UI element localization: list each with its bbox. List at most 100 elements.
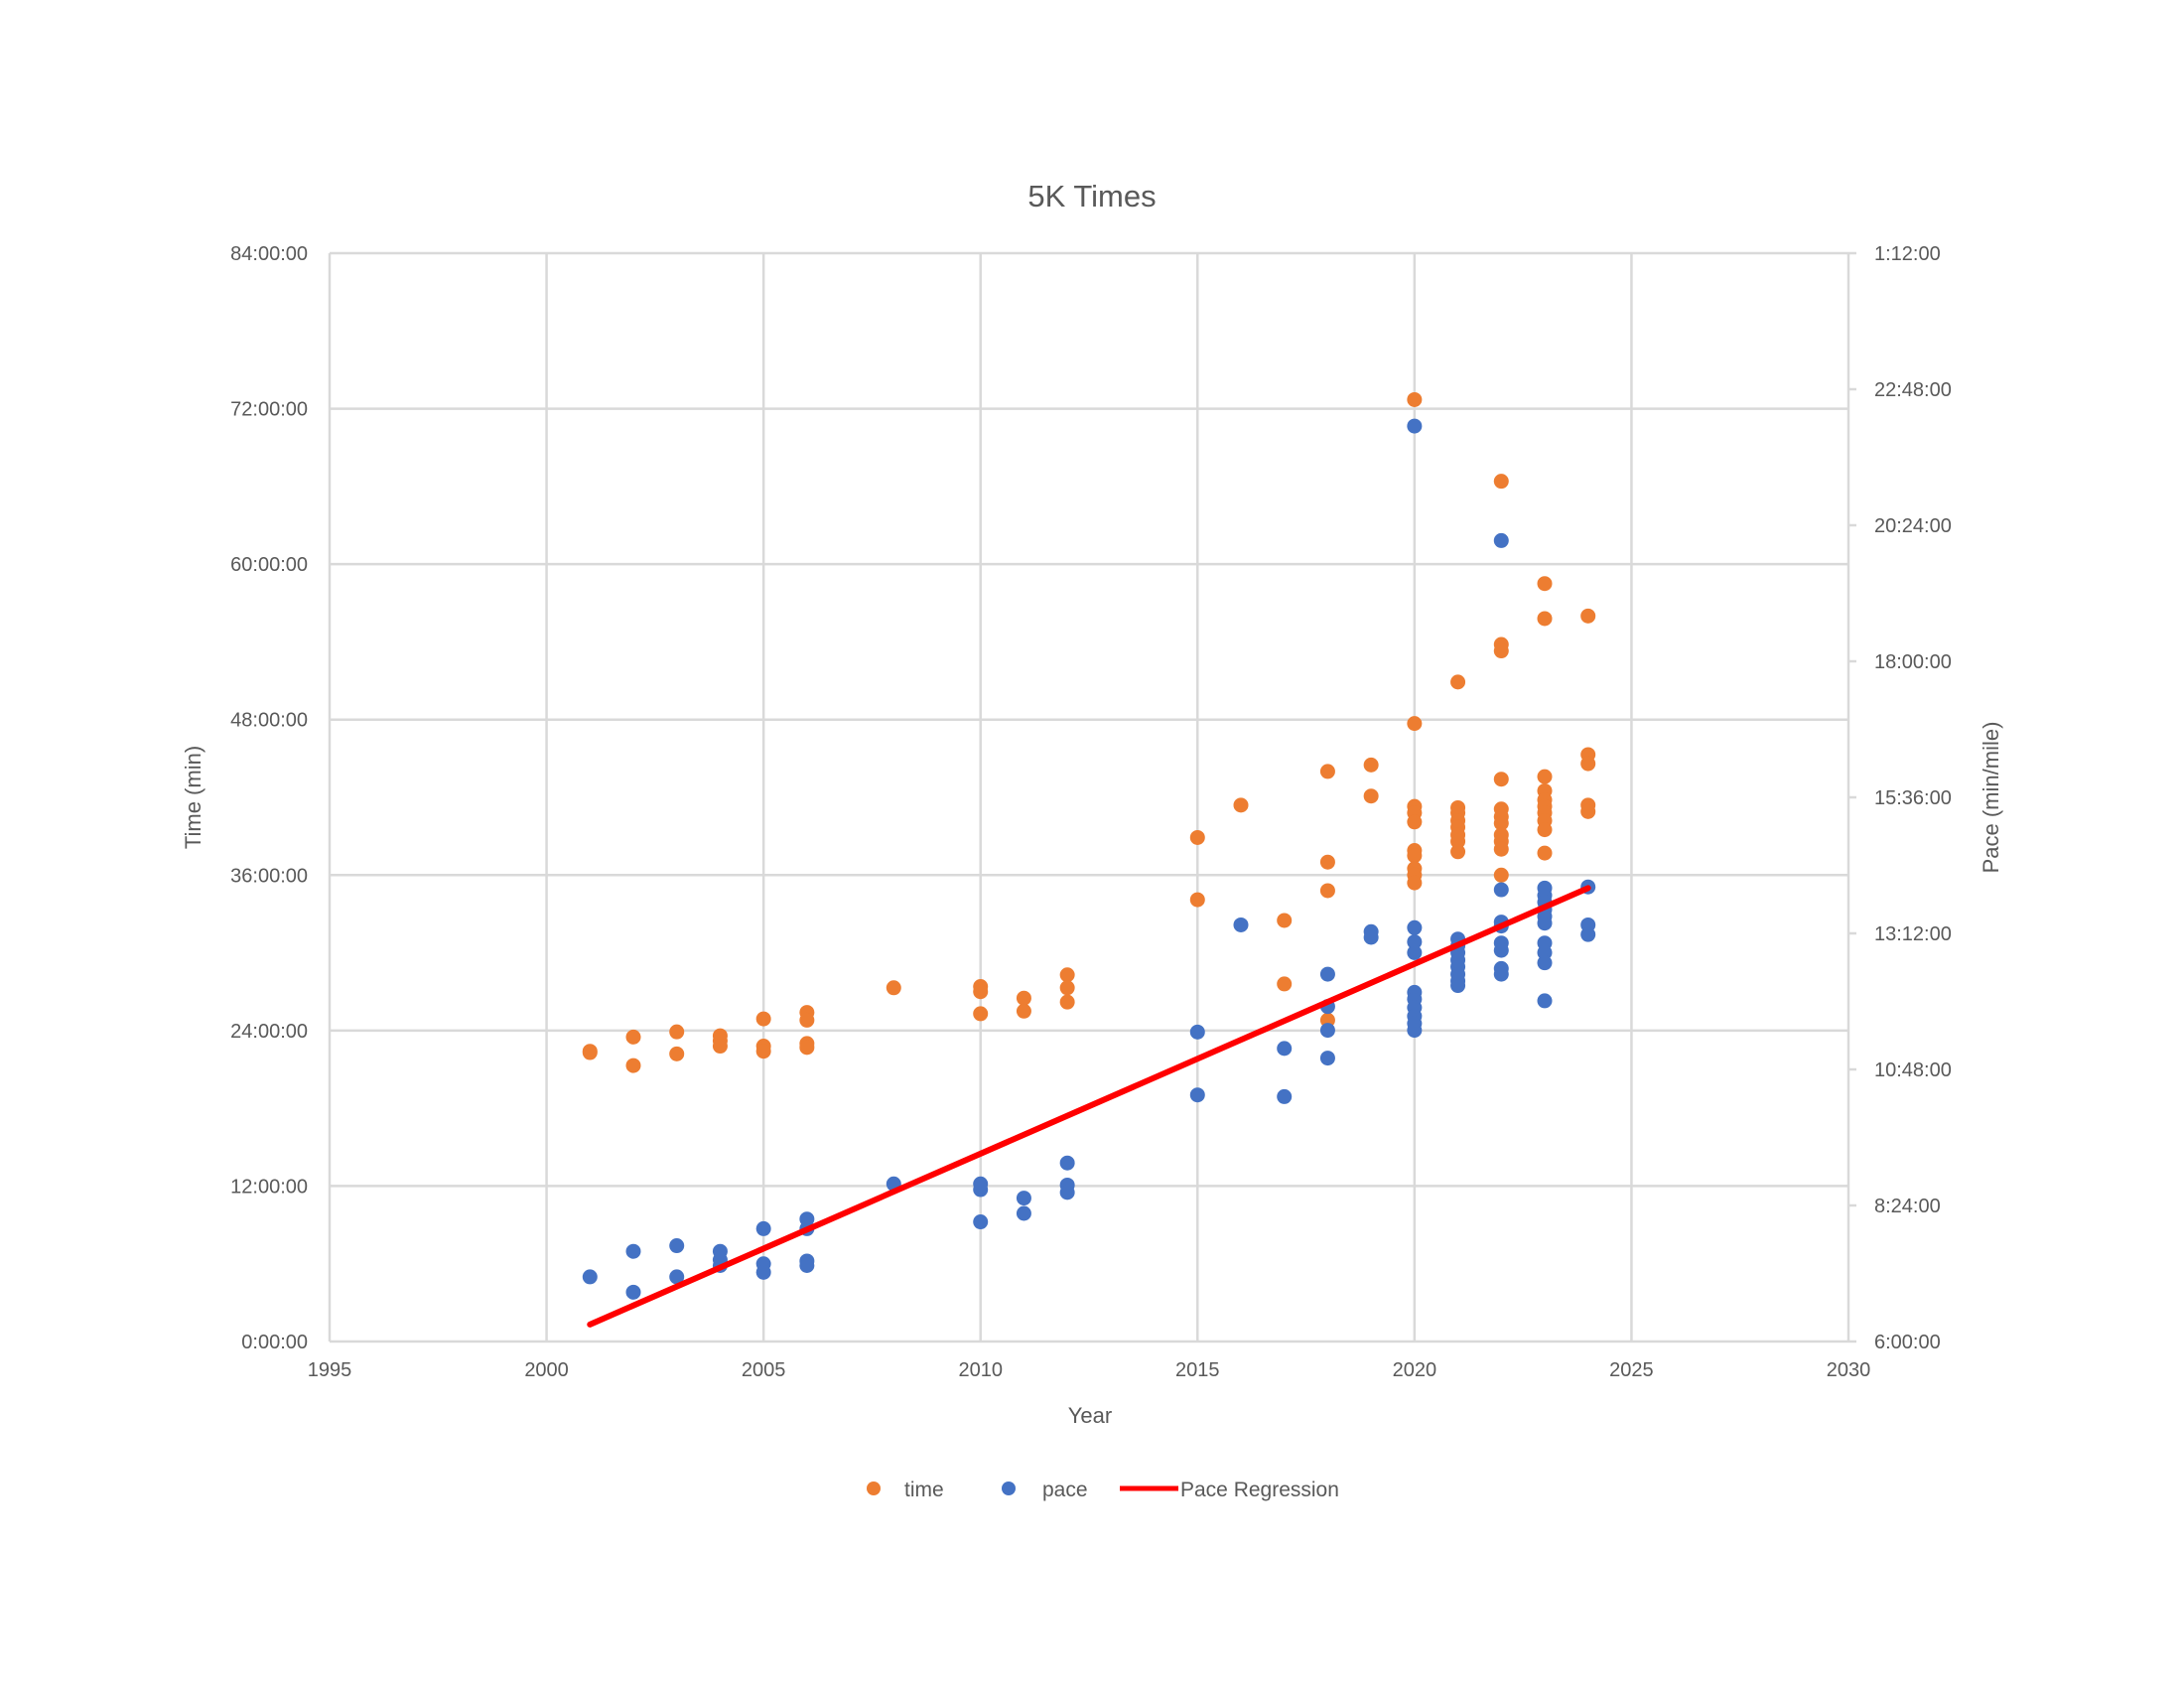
pace-point	[1189, 1087, 1205, 1103]
x-axis-ticks: 1995 2000 2005 2010 2015 2020 2025 2030	[308, 1359, 1871, 1381]
time-point	[1493, 841, 1509, 857]
legend-time-label: time	[904, 1479, 944, 1501]
time-point	[1537, 576, 1553, 592]
time-point	[582, 1045, 598, 1060]
pace-point	[1407, 934, 1423, 950]
pace-point	[755, 1264, 771, 1280]
pace-point	[1016, 1191, 1031, 1206]
y-tick-label: 36:00:00	[230, 865, 308, 887]
time-point	[1407, 391, 1423, 407]
pace-point	[1537, 916, 1553, 931]
time-point	[1189, 829, 1205, 845]
time-point	[799, 1040, 815, 1056]
y-tick-label: 12:00:00	[230, 1176, 308, 1198]
time-point	[1059, 980, 1075, 996]
pace-point	[625, 1284, 641, 1300]
time-point	[1277, 913, 1293, 928]
time-point	[1189, 892, 1205, 908]
y2-tick-label: 20:24:00	[1874, 515, 1952, 537]
time-point	[1363, 788, 1379, 804]
y2-axis-ticks: 6:00:00 8:24:00 10:48:00 13:12:00 15:36:00 18…	[1874, 243, 1952, 1353]
regression-line	[587, 885, 1591, 1328]
time-point	[1319, 854, 1335, 870]
pace-point	[1493, 532, 1509, 548]
time-point	[1450, 833, 1466, 849]
pace-point	[582, 1269, 598, 1285]
x-tick-label: 2020	[1393, 1359, 1437, 1381]
time-point	[1537, 611, 1553, 627]
time-point	[1319, 883, 1335, 899]
y2-tick-label: 22:48:00	[1874, 379, 1952, 401]
time-point	[973, 1006, 989, 1022]
pace-point	[625, 1243, 641, 1259]
x-tick-label: 2005	[742, 1359, 786, 1381]
time-point	[669, 1046, 685, 1061]
pace-point	[1319, 1023, 1335, 1039]
y2-tick-label: 18:00:00	[1874, 651, 1952, 673]
pace-point	[1407, 919, 1423, 935]
time-point	[1233, 797, 1249, 813]
time-point	[1450, 844, 1466, 860]
time-point	[1319, 764, 1335, 779]
pace-point	[1493, 966, 1509, 982]
time-point	[1493, 643, 1509, 659]
y2-tick-label: 6:00:00	[1874, 1332, 1941, 1353]
time-point	[1407, 875, 1423, 891]
x-tick-label: 2025	[1609, 1359, 1654, 1381]
x-axis-label: Year	[1068, 1403, 1112, 1428]
time-point	[973, 984, 989, 1000]
y-tick-label: 60:00:00	[230, 554, 308, 576]
time-point	[625, 1058, 641, 1073]
pace-point	[1319, 966, 1335, 982]
time-point	[1363, 757, 1379, 773]
y2-tick-label: 13:12:00	[1874, 923, 1952, 945]
pace-point	[1407, 944, 1423, 960]
pace-point	[1537, 993, 1553, 1009]
pace-point	[1407, 418, 1423, 434]
x-tick-label: 2015	[1175, 1359, 1220, 1381]
pace-point	[1450, 978, 1466, 994]
y2-tick-label: 15:36:00	[1874, 787, 1952, 809]
y-axis-label: Time (min)	[181, 746, 205, 849]
x-tick-label: 2030	[1827, 1359, 1871, 1381]
time-point	[1580, 803, 1596, 819]
pace-point	[973, 1214, 989, 1230]
time-point	[886, 980, 901, 996]
y-tick-label: 0:00:00	[241, 1332, 308, 1353]
time-point	[799, 1012, 815, 1028]
y2-tick-label: 8:24:00	[1874, 1196, 1941, 1217]
pace-point	[669, 1238, 685, 1254]
pace-point	[1016, 1205, 1031, 1221]
pace-point	[1363, 929, 1379, 945]
time-point	[1580, 756, 1596, 772]
y-tick-label: 24:00:00	[230, 1021, 308, 1043]
pace-point	[1059, 1155, 1075, 1171]
time-point	[755, 1044, 771, 1059]
chart-title: 5K Times	[1027, 179, 1156, 213]
legend-pace-label: pace	[1042, 1479, 1088, 1501]
time-point	[1016, 990, 1031, 1006]
time-point	[1537, 769, 1553, 784]
time-point	[1407, 814, 1423, 830]
time-point	[1450, 674, 1466, 690]
y-axis-ticks: 0:00:00 12:00:00 24:00:00 36:00:00 48:00:00 6…	[230, 243, 308, 1353]
pace-point	[973, 1182, 989, 1198]
time-point	[1493, 867, 1509, 883]
pace-point	[1189, 1024, 1205, 1040]
legend-pace-marker	[1002, 1481, 1016, 1495]
time-point	[625, 1029, 641, 1045]
pace-point	[1319, 1051, 1335, 1066]
time-point	[1537, 822, 1553, 838]
time-point	[755, 1011, 771, 1027]
x-tick-label: 2000	[524, 1359, 569, 1381]
x-tick-label: 1995	[308, 1359, 352, 1381]
pace-point	[1277, 1088, 1293, 1104]
y-tick-label: 84:00:00	[230, 243, 308, 265]
time-point	[1059, 994, 1075, 1010]
pace-point	[1580, 926, 1596, 942]
time-point	[1493, 815, 1509, 831]
time-point	[1277, 976, 1293, 992]
x-tick-label: 2010	[958, 1359, 1003, 1381]
pace-point	[799, 1258, 815, 1274]
